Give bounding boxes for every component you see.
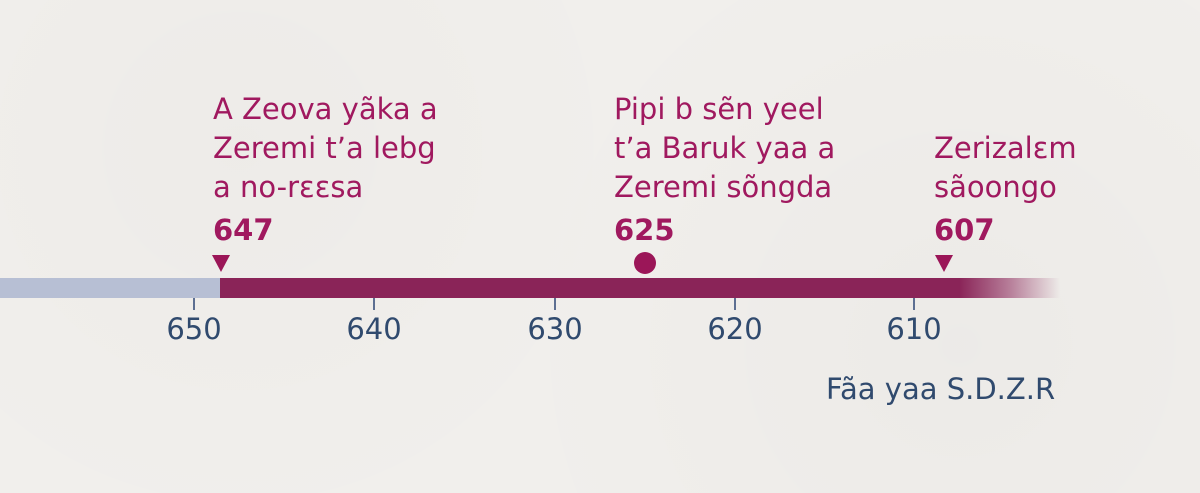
axis-tick-label: 650 — [166, 312, 222, 346]
event-label-607: Zerizalɛm sãoongo — [934, 131, 1077, 204]
axis-tick-label: 640 — [346, 312, 402, 346]
dot-marker-icon — [634, 252, 656, 274]
triangle-marker-icon — [935, 255, 953, 272]
triangle-marker-icon — [212, 255, 230, 272]
axis-tick — [734, 298, 736, 310]
event-year-647: 647 — [213, 213, 274, 247]
event-label-647: A Zeova yãka a Zeremi t’a lebg a no-rɛɛs… — [213, 92, 438, 204]
timeline-bar-before — [0, 278, 220, 298]
axis-tick-label: 630 — [527, 312, 583, 346]
axis-tick — [913, 298, 915, 310]
axis-tick — [554, 298, 556, 310]
event-label-625: Pipi b sẽn yeel t’a Baruk yaa a Zeremi s… — [614, 92, 836, 204]
axis-tick-label: 620 — [707, 312, 763, 346]
axis-tick-label: 610 — [886, 312, 942, 346]
axis-caption: Fãa yaa S.D.Z.R — [826, 372, 1056, 406]
axis-tick — [193, 298, 195, 310]
timeline-bar — [220, 278, 1060, 298]
event-year-607: 607 — [934, 213, 995, 247]
axis-tick — [373, 298, 375, 310]
event-year-625: 625 — [614, 213, 675, 247]
